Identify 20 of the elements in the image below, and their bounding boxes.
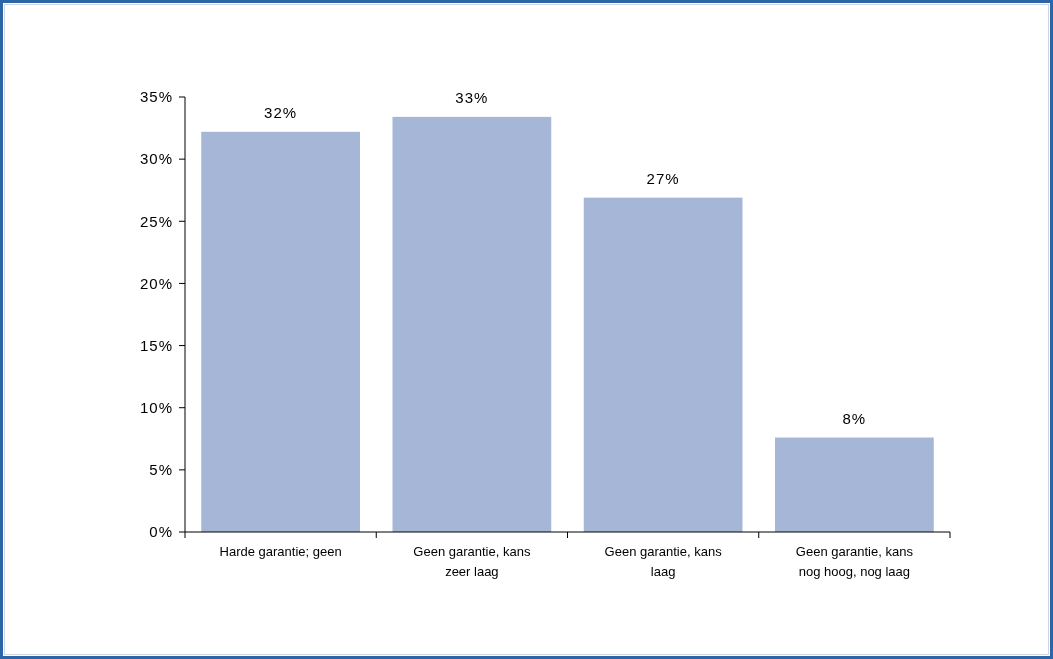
y-tick-label: 35% <box>139 88 173 106</box>
data-label: 33% <box>455 88 489 106</box>
x-tick-label: Geen garantie, kans zeer laag <box>413 544 531 579</box>
bar <box>583 197 743 532</box>
data-label: 27% <box>646 169 680 187</box>
y-tick-label: 10% <box>139 398 173 416</box>
y-tick-label: 0% <box>149 523 173 541</box>
x-tick-label: Geen garantie, kans laag <box>604 544 723 579</box>
y-tick-label: 25% <box>139 212 173 230</box>
y-tick-label: 5% <box>149 461 173 479</box>
y-tick-label: 30% <box>139 150 173 168</box>
data-label: 8% <box>842 409 867 427</box>
y-tick-label: 15% <box>139 336 173 354</box>
bar <box>775 437 934 532</box>
data-label: 32% <box>264 103 298 121</box>
y-tick-label: 20% <box>139 274 173 292</box>
x-tick-label: Harde garantie; geen <box>219 544 342 559</box>
x-tick-label: Geen garantie, kans nog hoog, nog laag <box>795 544 914 579</box>
bar <box>392 116 552 532</box>
bar <box>201 131 360 532</box>
